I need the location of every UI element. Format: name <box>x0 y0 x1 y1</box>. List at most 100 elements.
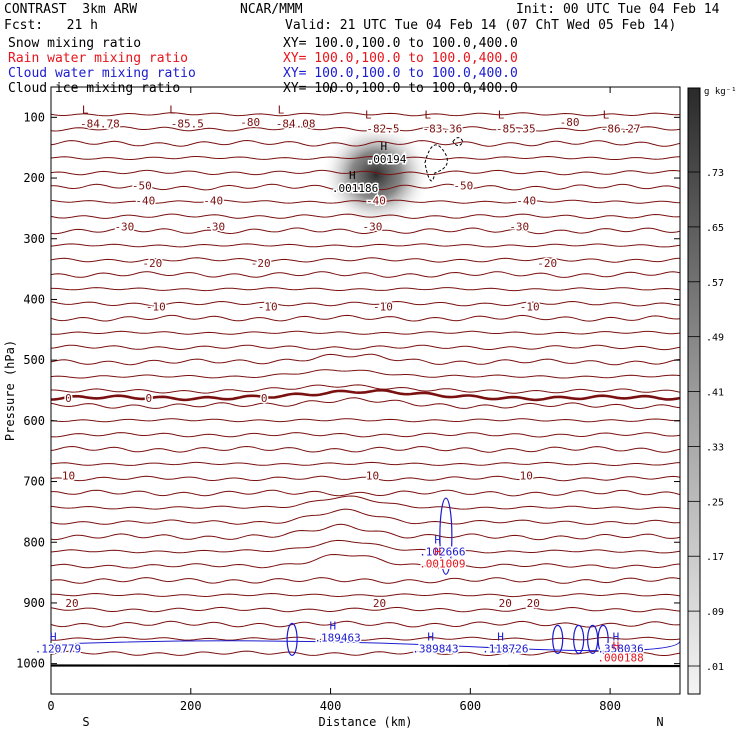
isotherm-label: -10 <box>373 301 393 314</box>
cloud-max-label: .389843 <box>412 642 458 655</box>
isotherm-label: -10 <box>520 301 540 314</box>
isotherm-line <box>51 369 680 379</box>
y-tick-label: 200 <box>23 171 45 185</box>
colorbar-unit: g kg⁻¹ <box>704 87 737 97</box>
snow-max-marker: H <box>380 140 387 153</box>
isotherm-line <box>51 577 680 584</box>
y-tick-label: 100 <box>23 110 45 124</box>
isotherm-line <box>51 445 680 453</box>
isotherm-line <box>51 475 680 482</box>
cloud-max-marker: H <box>330 620 337 633</box>
isotherm-line <box>51 384 680 394</box>
isotherm-line <box>51 344 680 351</box>
isotherm-label: -20 <box>537 257 557 270</box>
x-end-label-south: S <box>82 715 89 729</box>
init-time: Init: 00 UTC Tue 04 Feb 14 <box>516 2 720 17</box>
snow-max-marker: H <box>349 169 356 182</box>
x-end-label-north: N <box>656 715 663 729</box>
field-label-rain: Rain water mixing ratio <box>8 51 189 66</box>
cloud-max-marker: H <box>613 630 620 643</box>
forecast-hour: Fcst: 21 h <box>4 18 98 33</box>
isotherm-zero-line <box>51 388 680 402</box>
isotherm-label: -10 <box>258 301 278 314</box>
cloud-max-marker: H <box>50 630 57 643</box>
isotherm-line <box>51 271 680 278</box>
isotherm-line <box>51 432 680 438</box>
colorbar-label: .41 <box>706 388 724 399</box>
cloud-max-marker: H <box>497 630 504 643</box>
x-tick-label: 0 <box>47 699 54 713</box>
isotherm-label: -30 <box>114 221 134 234</box>
isotherm-label: 10 <box>62 469 75 482</box>
isotherm-line <box>51 300 680 307</box>
isotherm-label: -40 <box>135 195 155 208</box>
low-value-label: -86.27 <box>601 122 641 135</box>
x-tick-label: 600 <box>459 699 481 713</box>
cloud-max-marker: H <box>427 630 434 643</box>
isotherm-line <box>51 169 680 176</box>
low-marker: L <box>498 108 505 121</box>
x-tick-label: 800 <box>599 699 621 713</box>
cloud-max-label: .358036 <box>597 642 643 655</box>
isotherm-label: -10 <box>146 301 166 314</box>
colorbar-label: .57 <box>706 278 724 289</box>
y-tick-label: 1000 <box>16 657 45 671</box>
colorbar-label: .17 <box>706 552 724 563</box>
cloud-max-label: .120779 <box>35 642 81 655</box>
cloud-ice-contour <box>424 144 448 182</box>
colorbar-label: .25 <box>706 497 724 508</box>
isotherm-line <box>51 199 680 204</box>
isotherm-line <box>51 330 680 335</box>
isotherm-label: -40 <box>203 195 223 208</box>
rain-max-marker: H <box>434 545 441 558</box>
isotherm-label: 0 <box>146 392 153 405</box>
cloud-water-contour <box>51 640 680 652</box>
y-axis-title: Pressure (hPa) <box>3 340 17 441</box>
isotherm-line <box>51 213 680 220</box>
snow-max-label: .00194 <box>367 153 407 166</box>
cloud-water-contour <box>286 622 298 656</box>
isotherm-line <box>51 353 680 366</box>
isotherm-label: 0 <box>65 392 72 405</box>
colorbar-label: .09 <box>706 607 724 618</box>
cloud-water-contour <box>439 497 453 575</box>
isotherm-line <box>51 553 680 569</box>
isotherm-line <box>51 592 680 598</box>
isotherm-line <box>51 126 680 132</box>
title-left: CONTRAST 3km ARW <box>4 2 138 17</box>
isotherm-line <box>51 489 680 497</box>
isotherm-label: -20 <box>142 257 162 270</box>
cloud-max-label: .102666 <box>419 545 465 558</box>
colorbar-label: .33 <box>706 442 724 453</box>
isotherm-line <box>51 287 680 292</box>
colorbar <box>687 87 701 695</box>
snow-shading <box>320 123 431 228</box>
y-tick-label: 800 <box>23 535 45 549</box>
y-tick-label: 700 <box>23 475 45 489</box>
cloud-ice-contour <box>452 137 464 147</box>
low-value-label: -85.35 <box>496 122 536 135</box>
y-tick-label: 900 <box>23 596 45 610</box>
x-axis-title: Distance (km) <box>319 715 413 729</box>
isotherm-line <box>51 183 680 191</box>
low-marker: L <box>365 108 372 121</box>
plot-frame <box>50 86 681 695</box>
rain-max-marker: H <box>613 640 620 653</box>
cloud-water-contour <box>597 624 609 654</box>
isotherm-label: -30 <box>509 221 529 234</box>
isotherm-label: -30 <box>205 221 225 234</box>
isotherm-line <box>51 650 680 657</box>
low-value-label: -85.5 <box>171 117 204 130</box>
isotherm-line <box>51 620 680 628</box>
isotherm-line <box>51 461 680 467</box>
isotherm-line <box>51 539 680 554</box>
y-tick-label: 600 <box>23 414 45 428</box>
isotherm-label: -80 <box>558 116 578 129</box>
x-tick-label: 400 <box>320 699 342 713</box>
isotherm-label: -30 <box>363 221 383 234</box>
colorbar-label: .65 <box>706 223 724 234</box>
surface-line <box>51 664 680 668</box>
isotherm-line <box>51 257 680 263</box>
field-label-cloud-ice: Cloud ice mixing ratio <box>8 81 181 96</box>
isotherm-line <box>51 112 680 117</box>
